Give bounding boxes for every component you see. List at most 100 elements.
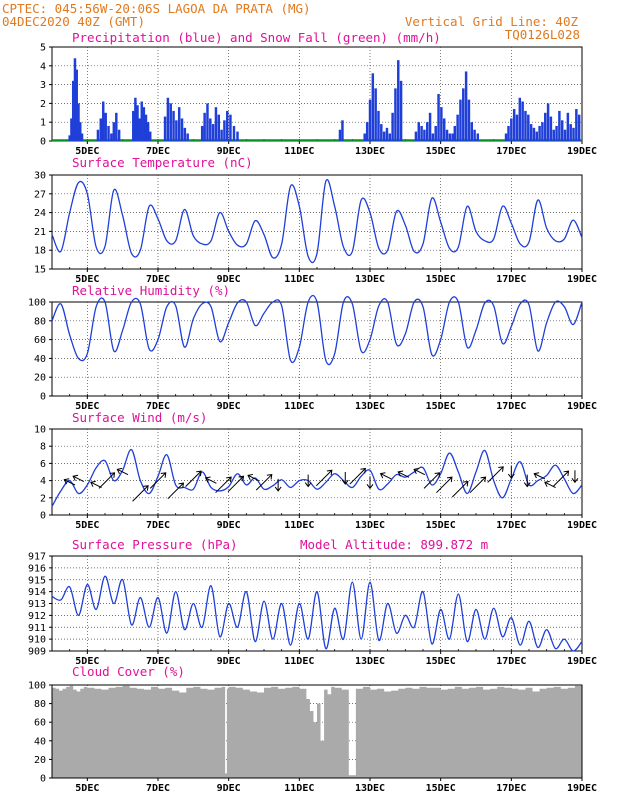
- pressure-xtick-label: 5DEC: [75, 656, 99, 667]
- precip-bar: [420, 125, 423, 141]
- precip-bar: [363, 133, 366, 141]
- precip-bar: [80, 133, 84, 141]
- rh-series-line: [51, 294, 583, 366]
- precip-ytick-label: 3: [40, 80, 46, 91]
- precip-bar: [77, 103, 80, 141]
- precip-bar: [175, 120, 178, 141]
- precip-bar: [515, 114, 519, 141]
- pressure-annotation: Model Altitude: 899.872 m: [300, 537, 488, 552]
- pressure-xtick-label: 13DEC: [355, 656, 385, 667]
- wind-direction-arrow: [397, 470, 410, 478]
- precip-bar: [223, 120, 226, 141]
- precip-bar: [399, 80, 403, 141]
- pressure-ytick-label: 911: [28, 623, 46, 634]
- precip-bar: [206, 103, 209, 141]
- precip-bar: [431, 133, 435, 141]
- cloud-ytick-label: 100: [28, 681, 46, 692]
- cloud-frame-top: [51, 684, 583, 779]
- precip-bar: [144, 114, 148, 141]
- cloud-xtick-label: 7DEC: [146, 783, 170, 794]
- pressure-xtick-label: 7DEC: [146, 656, 170, 667]
- wind-ytick-label: 4: [40, 476, 46, 487]
- precip-bar: [377, 110, 380, 141]
- cloud-xtick-label: 13DEC: [355, 783, 385, 794]
- precip-bar: [394, 88, 397, 141]
- precip-bar: [71, 80, 75, 141]
- precip-bar: [110, 133, 113, 141]
- precip-xtick-label: 5DEC: [75, 146, 99, 157]
- precip-bar: [470, 122, 473, 141]
- wind-xtick-label: 11DEC: [284, 520, 314, 531]
- wind-direction-arrow: [507, 466, 515, 479]
- wind-direction-arrow: [215, 476, 232, 494]
- wind-direction-arrow: [341, 472, 349, 485]
- precip-bar: [220, 129, 223, 141]
- wind-xtick-label: 15DEC: [426, 520, 456, 531]
- precip-bar: [203, 112, 206, 141]
- wind-direction-arrow: [552, 470, 570, 488]
- precip-bar: [541, 122, 544, 141]
- precip-bar: [382, 131, 386, 141]
- cloud-ytick-label: 80: [34, 699, 46, 710]
- precip-bar: [96, 129, 100, 141]
- cloud-panel: 0 20 40 60 80 100 5DEC 7DEC 9DEC 11DEC 13DEC 15DEC 1…: [28, 664, 597, 794]
- precip-bar: [385, 127, 389, 141]
- precip-bar: [538, 125, 541, 141]
- precip-bar: [575, 109, 578, 141]
- precip-bar: [226, 110, 229, 141]
- precip-xtick-label: 9DEC: [217, 146, 241, 157]
- precip-bar: [136, 105, 139, 141]
- wind-direction-arrow: [90, 480, 102, 489]
- precip-bar: [371, 73, 375, 141]
- temp-ytick-label: 24: [34, 208, 46, 219]
- wind-direction-arrow: [315, 469, 333, 487]
- wind-direction-arrow: [379, 472, 392, 480]
- precip-bar: [107, 125, 110, 141]
- precip-bar: [209, 118, 212, 141]
- precip-bar: [448, 133, 452, 141]
- pressure-ytick-label: 913: [28, 599, 46, 610]
- precip-xtick-label: 15DEC: [426, 146, 456, 157]
- cloud-cover-area: [52, 685, 582, 778]
- wind-direction-arrow: [349, 467, 367, 485]
- temp-ytick-label: 21: [34, 227, 46, 238]
- rh-xtick-label: 11DEC: [284, 401, 314, 412]
- precip-title: Precipitation (blue) and Snow Fall (gree…: [72, 30, 441, 45]
- precip-panel: 0 1 2 3 4 5 5DEC 7DEC 9DEC 11DEC 13DEC 15DEC 17DEC 19…: [40, 30, 597, 157]
- wind-xtick-label: 13DEC: [355, 520, 385, 531]
- wind-ytick-label: 2: [40, 493, 46, 504]
- precip-bar: [529, 124, 533, 141]
- wind-direction-arrow: [132, 485, 149, 502]
- rh-xtick-label: 13DEC: [355, 401, 385, 412]
- precip-bar: [555, 125, 558, 141]
- precip-bar: [163, 116, 167, 141]
- precip-bar: [183, 127, 187, 141]
- pressure-ytick-label: 914: [28, 587, 46, 598]
- pressure-ytick-label: 915: [28, 575, 46, 586]
- precip-bar: [101, 101, 105, 141]
- pressure-xtick-label: 11DEC: [284, 656, 314, 667]
- temp-xtick-label: 5DEC: [75, 274, 99, 285]
- precip-ytick-label: 2: [40, 99, 46, 110]
- temp-ytick-label: 15: [34, 265, 46, 276]
- rh-ytick-label: 100: [28, 298, 46, 309]
- rh-panel: 0 20 40 60 80 100 5DEC 7DEC 9DEC 11DEC 13DEC 15DEC 1…: [28, 283, 597, 412]
- panels: 0 1 2 3 4 5 5DEC 7DEC 9DEC 11DEC 13DEC 15DEC 17DEC 19…: [28, 30, 597, 794]
- precip-bar: [73, 58, 77, 141]
- precip-bar: [148, 131, 152, 141]
- temp-xtick-label: 9DEC: [217, 274, 241, 285]
- precip-bar: [232, 125, 236, 141]
- precip-bar: [368, 99, 372, 141]
- pressure-series-line: [51, 575, 583, 652]
- precip-bar: [546, 103, 550, 141]
- precip-bar: [104, 112, 107, 141]
- precip-bar: [563, 129, 567, 141]
- pressure-ytick-label: 916: [28, 563, 46, 574]
- rh-xtick-label: 5DEC: [75, 401, 99, 412]
- precip-bar: [115, 112, 118, 141]
- cloud-xtick-label: 11DEC: [284, 783, 314, 794]
- precip-bar: [428, 112, 432, 141]
- wind-ytick-label: 10: [34, 425, 46, 436]
- precip-bar: [140, 101, 143, 141]
